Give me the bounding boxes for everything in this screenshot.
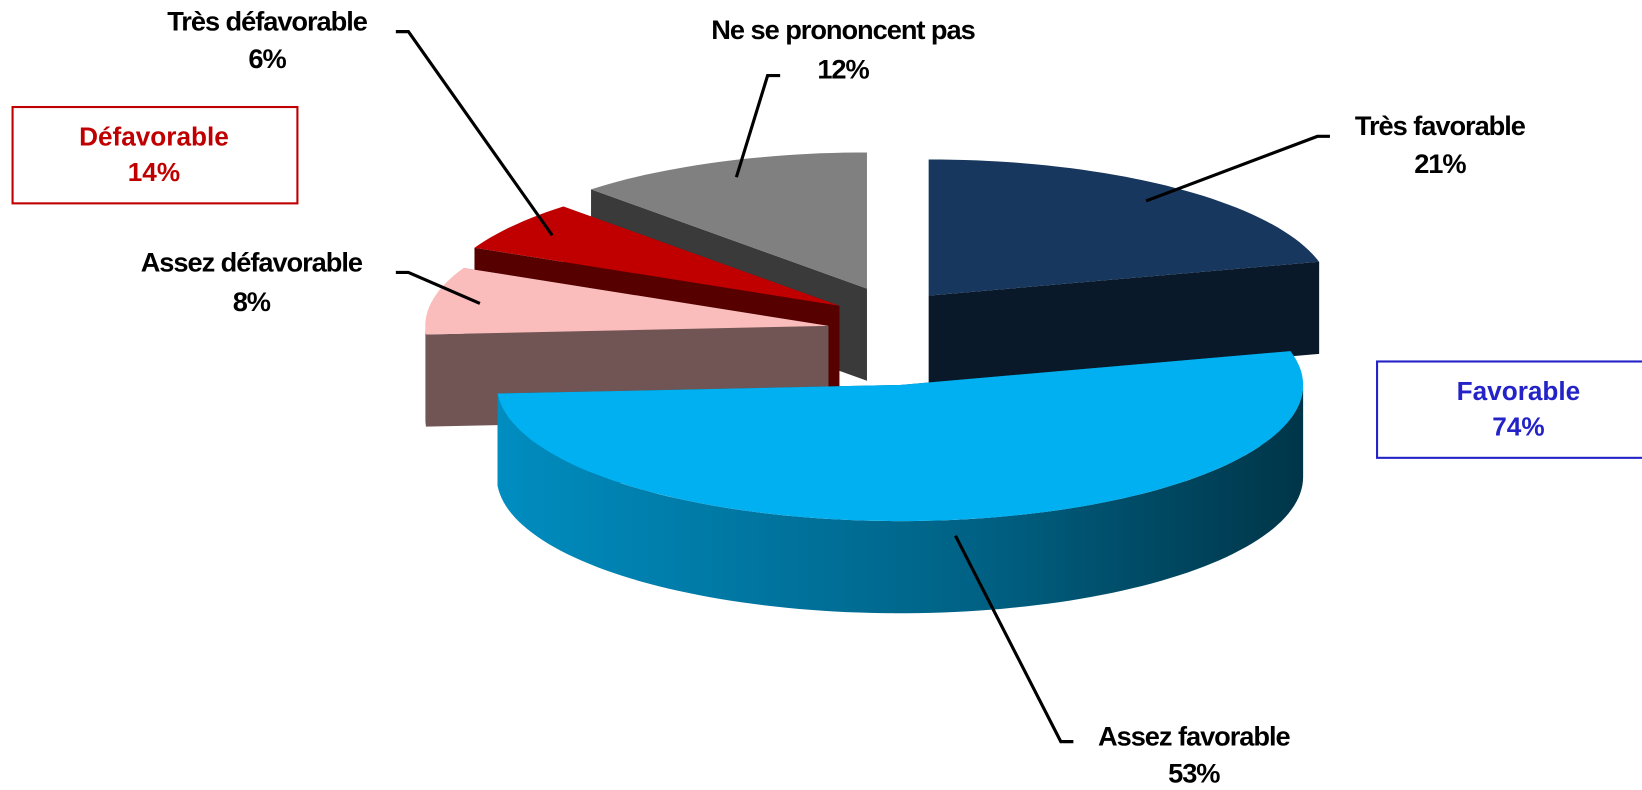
slice: [497, 351, 1304, 522]
slice-label: Assez défavorable: [141, 246, 363, 277]
slice-label: Très favorable: [1355, 110, 1526, 141]
leader-line: [395, 270, 481, 305]
leader-line: [1145, 134, 1330, 203]
value-label: 21%: [1414, 148, 1466, 179]
slice-label: Assez favorable: [1098, 721, 1290, 752]
value-label: 6%: [248, 43, 286, 74]
slice-label: Très défavorable: [167, 5, 367, 36]
annotation-value: 74%: [1492, 411, 1544, 441]
annotation-text: Défavorable: [79, 121, 229, 151]
slice-side: [928, 261, 1320, 388]
slice-wall: [425, 325, 426, 427]
leader-line: [395, 30, 554, 237]
slice: [928, 159, 1320, 296]
leader-line: [954, 535, 1074, 744]
slice: [474, 206, 840, 306]
value-label: 12%: [817, 54, 869, 85]
annotation-value: 14%: [128, 157, 180, 187]
leader-line: [734, 74, 781, 178]
slice-label: Ne se prononcent pas: [711, 14, 975, 45]
annotation-box: [1376, 360, 1642, 459]
slice-wall: [497, 384, 1304, 614]
annotation-box: [11, 105, 299, 205]
value-label: 53%: [1168, 757, 1220, 788]
slice: [425, 267, 829, 335]
slice: [591, 152, 867, 289]
annotation-text: Favorable: [1457, 376, 1581, 406]
value-label: 8%: [233, 286, 271, 317]
